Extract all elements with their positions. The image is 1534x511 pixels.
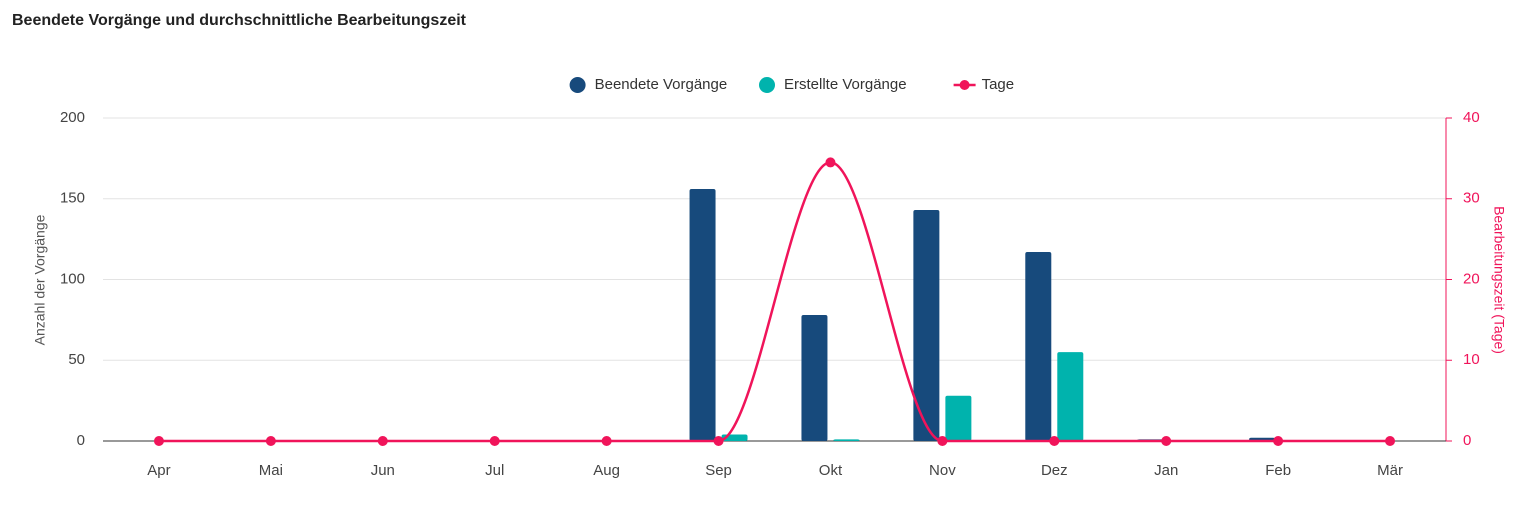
x-tick-label: Jun [371,462,395,479]
x-tick-label: Apr [147,462,170,479]
x-tick-label: Sep [705,462,732,479]
y-tick-label: 100 [60,270,85,287]
y-tick-label: 50 [68,351,85,368]
x-tick-label: Nov [929,462,956,479]
y2-tick-label: 40 [1463,109,1480,126]
y2-axis-title: Bearbeitungszeit (Tage) [1491,206,1507,354]
x-tick-label: Mai [259,462,283,479]
y2-tick-label: 20 [1463,270,1480,287]
bar [913,210,940,441]
bar [945,395,972,441]
bar [1025,252,1052,441]
line-point [1161,436,1172,446]
bar [1057,352,1084,441]
line-point [377,436,388,446]
line-point [1049,436,1060,446]
y-tick-label: 150 [60,190,85,207]
line-point [713,436,724,446]
line-point [153,436,164,446]
y2-tick-label: 10 [1463,351,1480,368]
line-point [265,436,276,446]
line-point [1273,436,1284,446]
legend-marker [759,77,775,93]
legend-marker [569,77,586,93]
line [158,161,1391,443]
line-point [825,157,836,168]
x-tick-label: Jul [485,462,504,479]
bar [689,189,716,441]
x-tick-label: Feb [1265,462,1291,479]
legend-label: Beendete Vorgänge [595,76,728,93]
y-axis-title: Anzahl der Vorgänge [32,214,48,345]
line-point [937,436,948,446]
y2-tick-label: 30 [1463,190,1480,207]
y-tick-label: 0 [77,432,85,449]
bar [801,315,828,441]
x-tick-label: Dez [1041,462,1068,479]
legend-label: Erstellte Vorgänge [784,76,907,93]
legend-marker [959,80,970,90]
y2-tick-label: 0 [1463,432,1471,449]
line-point [489,436,500,446]
x-tick-label: Jan [1154,462,1178,479]
legend-label: Tage [982,76,1015,93]
line-point [601,436,612,446]
x-tick-label: Aug [593,462,620,479]
chart-title: Beendete Vorgänge und durchschnittliche … [12,12,467,29]
x-tick-label: Okt [819,462,843,479]
x-tick-label: Mär [1377,462,1403,479]
y-tick-label: 200 [60,109,85,126]
bar [833,439,860,441]
line-point [1385,436,1396,446]
